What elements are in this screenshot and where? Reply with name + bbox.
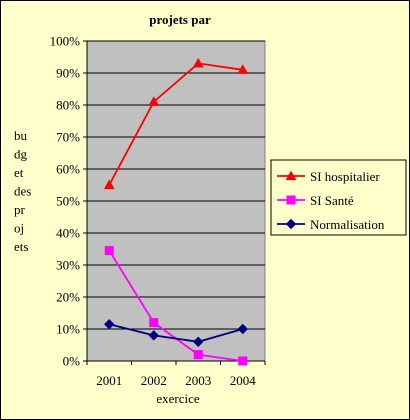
y-axis-label-line: et [14, 165, 24, 180]
y-tick-label: 100% [50, 34, 81, 49]
data-point [193, 350, 203, 360]
data-point [149, 318, 159, 328]
chart-title: projets par [149, 12, 211, 27]
data-point [103, 179, 115, 190]
data-point [237, 323, 248, 335]
y-axis-label-line: bu [14, 128, 28, 143]
data-point [104, 318, 115, 330]
y-tick-label: 70% [56, 130, 80, 145]
x-tick-label: 2003 [185, 373, 211, 388]
legend-label: SI hospitalier [310, 169, 380, 184]
data-point [237, 64, 249, 74]
x-axis-label: exercice [156, 391, 200, 406]
y-tick-label: 90% [56, 66, 80, 81]
plot-area: 0% 10% 20% 30% 40% 50% 60% 70% 80% 90% 100% 2001 200… [50, 34, 266, 388]
y-axis-label-line: oj [14, 221, 24, 236]
x-tick-label: 2001 [96, 373, 122, 388]
data-point [238, 356, 248, 366]
y-tick-label: 60% [56, 162, 80, 177]
y-axis-label-line: pr [14, 202, 26, 217]
legend: SI hospitalier SI Santé Normalisation [270, 159, 407, 236]
legend-label: SI Santé [310, 193, 354, 208]
y-axis-label-line: dg [14, 147, 28, 162]
y-tick-label: 0% [63, 354, 81, 369]
series-line [108, 62, 243, 186]
y-axis-label-line: des [14, 184, 31, 199]
y-tick-label: 80% [56, 98, 80, 113]
y-tick-label: 40% [56, 226, 80, 241]
data-point [148, 330, 159, 341]
y-axis-label: bu dg et des pr oj ets [14, 128, 31, 254]
data-point [193, 336, 204, 348]
x-tick-label: 2002 [141, 373, 167, 388]
y-axis-label-line: ets [14, 239, 28, 254]
y-tick-label: 20% [56, 290, 80, 305]
legend-label: Normalisation [310, 217, 385, 232]
y-tick-label: 50% [56, 194, 80, 209]
legend-marker [285, 170, 297, 181]
x-tick-label: 2004 [230, 373, 257, 388]
series-line [109, 323, 243, 343]
data-point [148, 96, 160, 106]
legend-marker [286, 195, 296, 205]
y-tick-label: 30% [56, 258, 80, 273]
data-point [192, 57, 204, 68]
data-point [104, 246, 114, 256]
y-tick-label: 10% [56, 322, 80, 337]
legend-marker [285, 218, 297, 230]
